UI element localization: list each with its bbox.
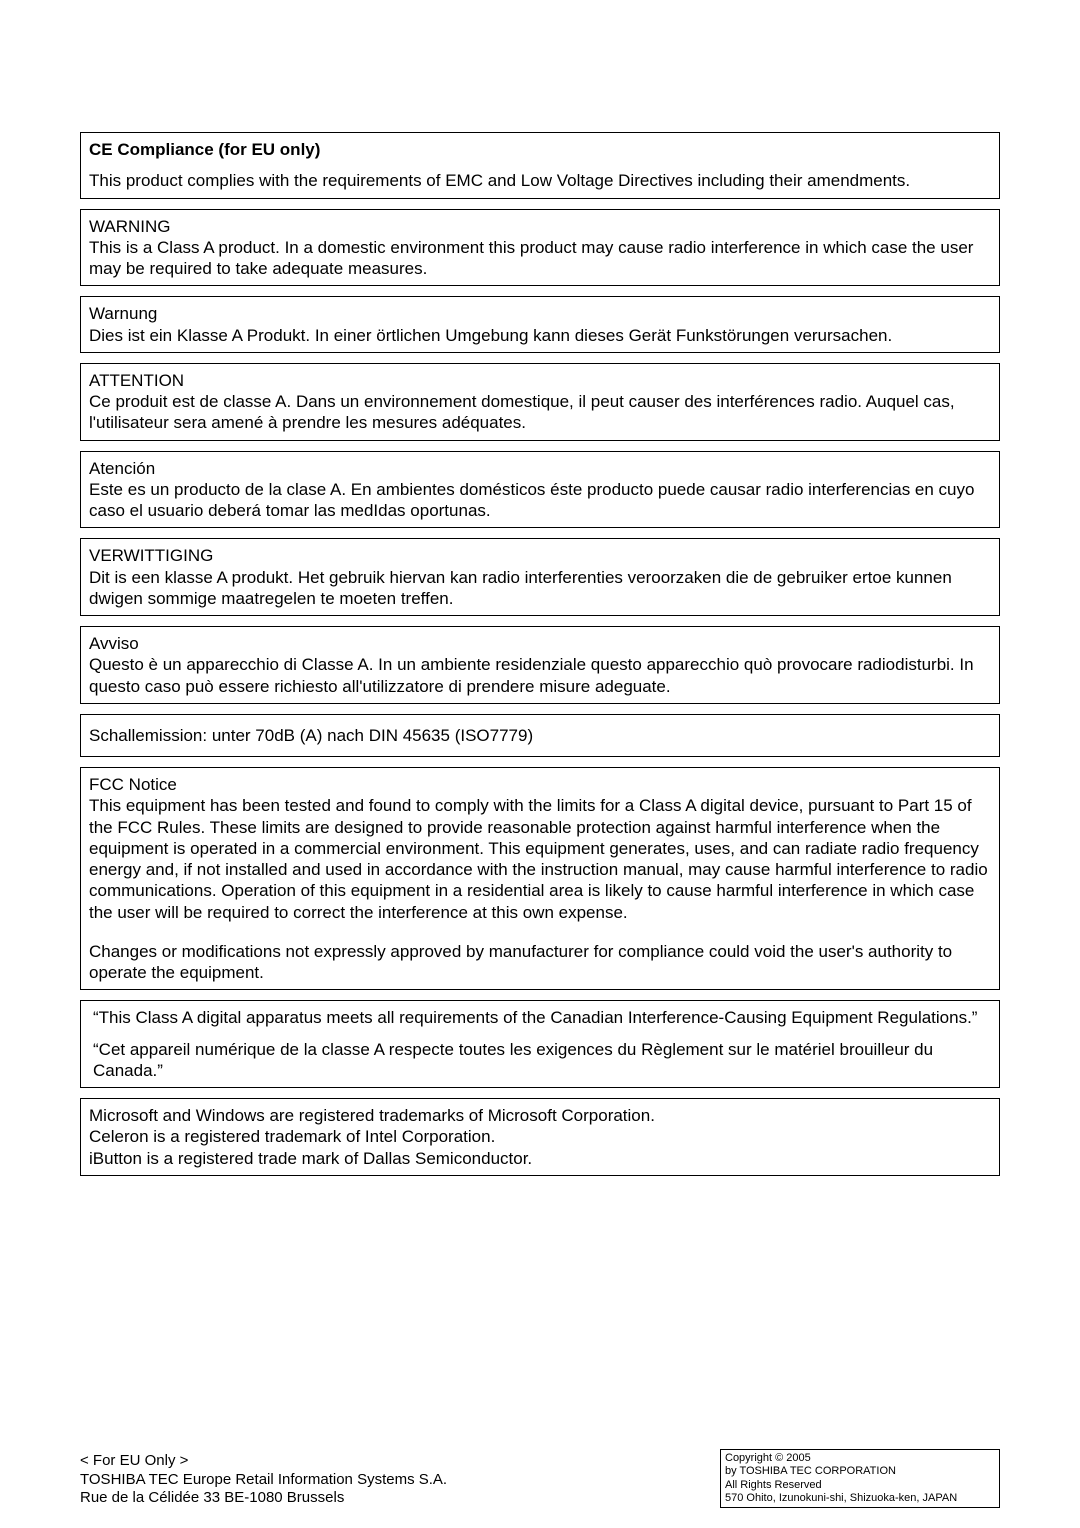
trademarks-l3: iButton is a registered trade mark of Da…	[89, 1148, 991, 1169]
footer-left: < For EU Only > TOSHIBA TEC Europe Retai…	[80, 1452, 447, 1508]
warning-en-title: WARNING	[89, 216, 991, 237]
schallemission-body: Schallemission: unter 70dB (A) nach DIN …	[89, 725, 991, 746]
attention-fr-title: ATTENTION	[89, 370, 991, 391]
atencion-es-box: Atención Este es un producto de la clase…	[80, 451, 1000, 529]
footer-right-l3: All Rights Reserved	[725, 1479, 993, 1492]
ce-title: CE Compliance (for EU only)	[89, 139, 991, 160]
atencion-es-body: Este es un producto de la clase A. En am…	[89, 479, 991, 522]
page: CE Compliance (for EU only) This product…	[0, 0, 1080, 1528]
attention-fr-body: Ce produit est de classe A. Dans un envi…	[89, 391, 991, 434]
footer-right-l2: by TOSHIBA TEC CORPORATION	[725, 1465, 993, 1478]
footer-right-l4: 570 Ohito, Izunokuni-shi, Shizuoka-ken, …	[725, 1492, 993, 1505]
avviso-it-box: Avviso Questo è un apparecchio di Classe…	[80, 626, 1000, 704]
avviso-it-body: Questo è un apparecchio di Classe A. In …	[89, 654, 991, 697]
avviso-it-title: Avviso	[89, 633, 991, 654]
footer-right-l1: Copyright © 2005	[725, 1452, 993, 1465]
atencion-es-title: Atención	[89, 458, 991, 479]
footer-right: Copyright © 2005 by TOSHIBA TEC CORPORAT…	[720, 1449, 1000, 1508]
schallemission-box: Schallemission: unter 70dB (A) nach DIN …	[80, 714, 1000, 757]
verwittiging-nl-title: VERWITTIGING	[89, 545, 991, 566]
warnung-de-title: Warnung	[89, 303, 991, 324]
canada-p2: “Cet appareil numérique de la classe A r…	[93, 1039, 987, 1082]
warning-en-box: WARNING This is a Class A product. In a …	[80, 209, 1000, 287]
trademarks-l2: Celeron is a registered trademark of Int…	[89, 1126, 991, 1147]
fcc-p1: This equipment has been tested and found…	[89, 795, 991, 923]
warnung-de-box: Warnung Dies ist ein Klasse A Produkt. I…	[80, 296, 1000, 353]
ce-body: This product complies with the requireme…	[89, 170, 991, 191]
footer-left-l1: < For EU Only >	[80, 1452, 447, 1471]
trademarks-l1: Microsoft and Windows are registered tra…	[89, 1105, 991, 1126]
footer-left-l3: Rue de la Célidée 33 BE-1080 Brussels	[80, 1489, 447, 1508]
fcc-box: FCC Notice This equipment has been teste…	[80, 767, 1000, 990]
trademarks-box: Microsoft and Windows are registered tra…	[80, 1098, 1000, 1176]
footer: < For EU Only > TOSHIBA TEC Europe Retai…	[80, 1449, 1000, 1508]
fcc-title: FCC Notice	[89, 774, 991, 795]
warnung-de-body: Dies ist ein Klasse A Produkt. In einer …	[89, 325, 991, 346]
canada-p1: “This Class A digital apparatus meets al…	[93, 1007, 987, 1028]
verwittiging-nl-body: Dit is een klasse A produkt. Het gebruik…	[89, 567, 991, 610]
fcc-p2: Changes or modifications not expressly a…	[89, 941, 991, 984]
warning-en-body: This is a Class A product. In a domestic…	[89, 237, 991, 280]
verwittiging-nl-box: VERWITTIGING Dit is een klasse A produkt…	[80, 538, 1000, 616]
footer-left-l2: TOSHIBA TEC Europe Retail Information Sy…	[80, 1471, 447, 1490]
ce-compliance-box: CE Compliance (for EU only) This product…	[80, 132, 1000, 199]
attention-fr-box: ATTENTION Ce produit est de classe A. Da…	[80, 363, 1000, 441]
canada-box: “This Class A digital apparatus meets al…	[80, 1000, 1000, 1088]
